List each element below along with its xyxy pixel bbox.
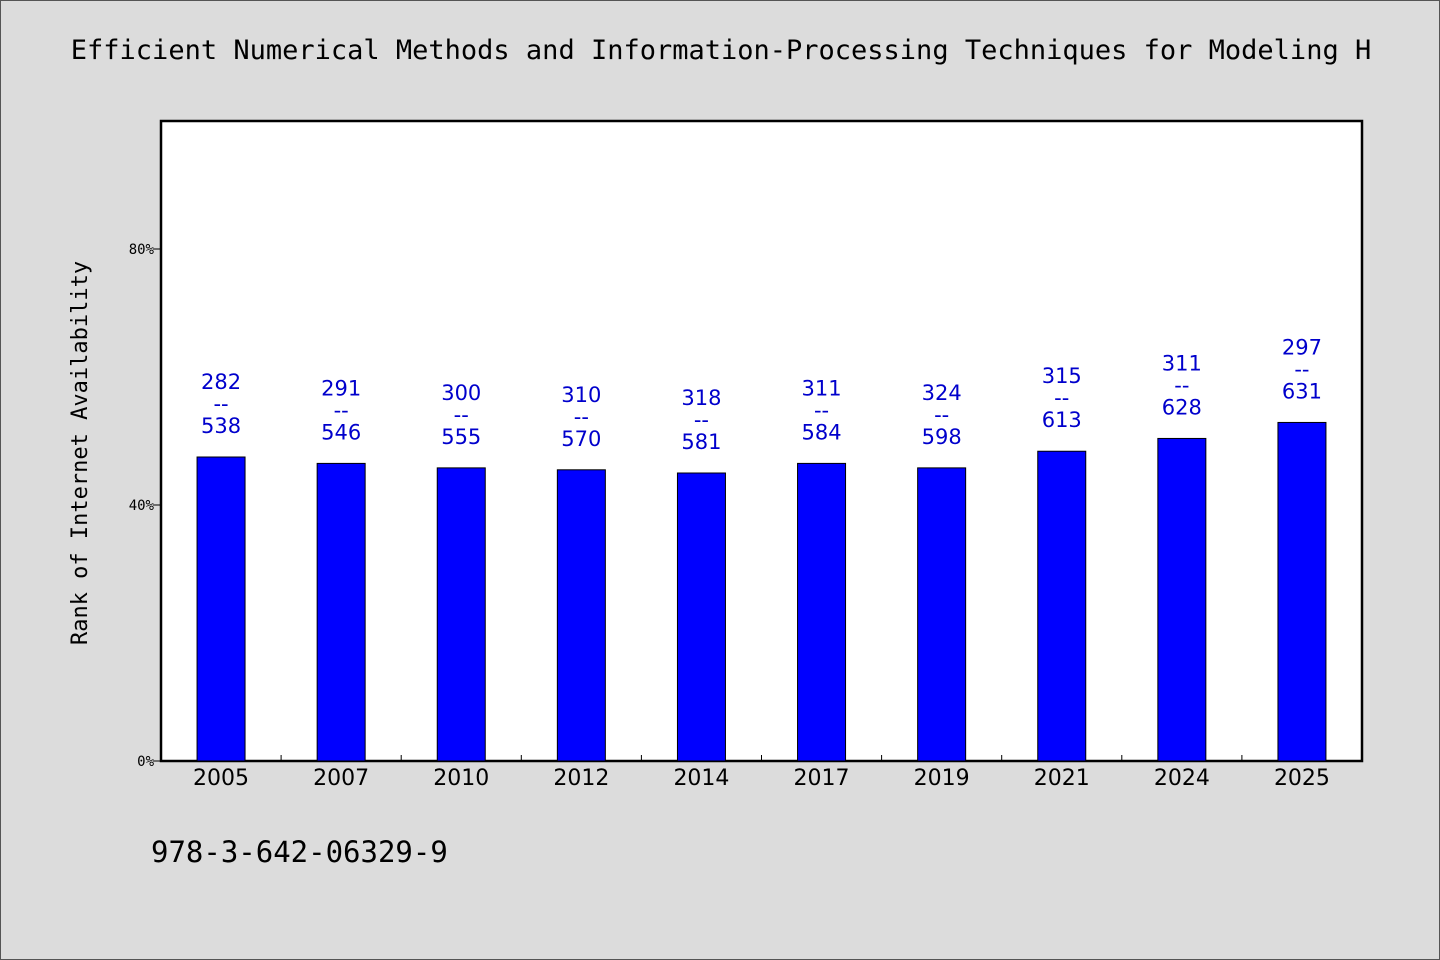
bar-2014: [676, 472, 726, 762]
data-label: 570: [561, 427, 601, 451]
data-label: 310: [561, 383, 601, 407]
data-label: --: [574, 405, 589, 429]
isbn-label: 978-3-642-06329-9: [151, 835, 448, 869]
data-label: 282: [201, 370, 241, 394]
x-tick-label: 2021: [1034, 766, 1090, 791]
data-label: 324: [922, 381, 962, 405]
bar-2012: [556, 469, 606, 762]
y-tick-label: 0%: [137, 754, 154, 770]
data-label: --: [934, 403, 949, 427]
bar-2021: [1037, 450, 1087, 762]
data-label: --: [694, 408, 709, 432]
data-label: --: [1294, 357, 1309, 381]
data-label: 315: [1042, 364, 1082, 388]
x-tick-label: 2025: [1274, 766, 1330, 791]
data-label: 311: [802, 376, 842, 400]
data-label: --: [213, 392, 228, 416]
bar-2007: [316, 462, 366, 762]
data-label: --: [334, 398, 349, 422]
data-label: 628: [1162, 395, 1202, 419]
y-axis-label: Rank of Internet Availability: [68, 261, 93, 645]
x-tick-label: 2010: [433, 766, 489, 791]
x-tick-label: 2012: [553, 766, 609, 791]
data-label: 297: [1282, 335, 1322, 359]
y-tick-label: 80%: [129, 242, 155, 258]
bar-2010: [436, 467, 486, 762]
x-tick-label: 2014: [673, 766, 729, 791]
chart-title: Efficient Numerical Methods and Informat…: [70, 35, 1372, 66]
data-label: 555: [441, 425, 481, 449]
bar-2019: [917, 467, 967, 762]
data-label: 318: [681, 386, 721, 410]
x-tick-label: 2019: [914, 766, 970, 791]
data-label: 311: [1162, 351, 1202, 375]
data-label: --: [1054, 386, 1069, 410]
data-label: 598: [922, 425, 962, 449]
data-label: 546: [321, 420, 361, 444]
x-tick-label: 2024: [1154, 766, 1210, 791]
data-label: 300: [441, 381, 481, 405]
x-tick-label: 2007: [313, 766, 369, 791]
data-label: 538: [201, 414, 241, 438]
data-label: 631: [1282, 379, 1322, 403]
data-label: 581: [681, 430, 721, 454]
y-tick-label: 40%: [129, 498, 155, 514]
bar-2025: [1277, 421, 1327, 762]
data-label: --: [1174, 373, 1189, 397]
data-label: 584: [802, 420, 842, 444]
data-label: --: [814, 398, 829, 422]
x-tick-label: 2017: [794, 766, 850, 791]
bar-2024: [1157, 437, 1207, 762]
bar-2017: [797, 462, 847, 762]
x-tick-label: 2005: [193, 766, 249, 791]
bar-2005: [196, 456, 246, 762]
data-label: 291: [321, 376, 361, 400]
data-label: --: [454, 403, 469, 427]
data-label: 613: [1042, 408, 1082, 432]
